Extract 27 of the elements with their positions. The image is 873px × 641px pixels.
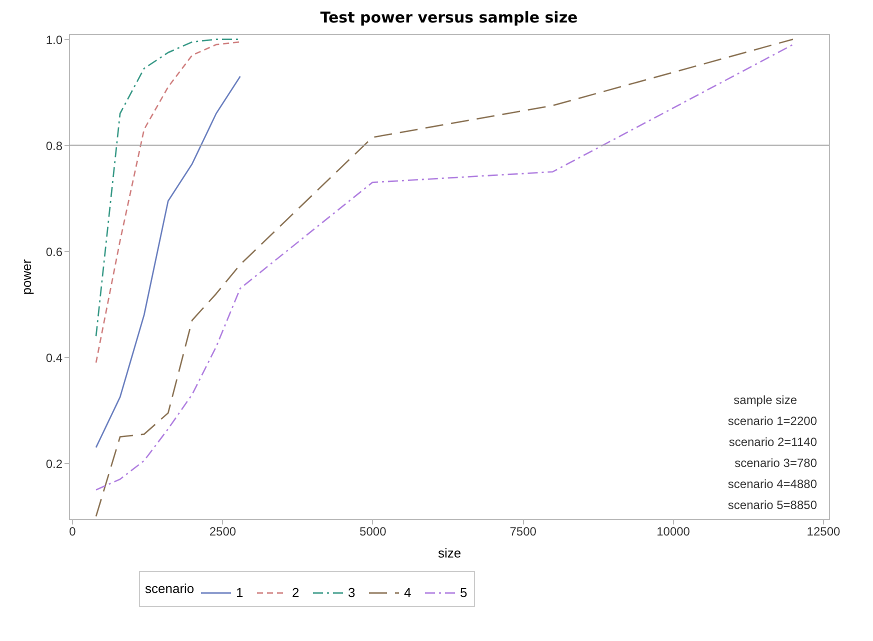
legend-title: scenario: [145, 581, 194, 596]
annotation: scenario 5=8850: [728, 498, 818, 512]
y-tick-label: 0.6: [46, 244, 63, 259]
legend-label: 1: [236, 585, 244, 600]
legend-label: 5: [460, 585, 468, 600]
y-axis-title: power: [18, 258, 34, 295]
annotation: sample size: [734, 393, 798, 407]
x-tick-label: 7500: [510, 524, 537, 538]
x-tick-label: 10000: [656, 524, 690, 538]
y-tick-label: 0.2: [46, 456, 63, 471]
x-tick-label: 12500: [806, 524, 840, 538]
chart-title: Test power versus sample size: [320, 8, 578, 26]
x-tick-label: 2500: [209, 524, 236, 538]
y-tick-label: 1.0: [46, 32, 63, 47]
x-axis-title: size: [438, 546, 462, 560]
line-series: [95, 76, 241, 448]
annotation: scenario 1=2200: [728, 414, 818, 428]
legend-label: 2: [292, 585, 300, 600]
x-tick-label: 0: [69, 524, 76, 538]
x-tick-label: 5000: [360, 524, 387, 538]
annotation: scenario 3=780: [734, 456, 818, 470]
legend-label: 4: [404, 585, 412, 600]
annotation: scenario 2=1140: [728, 435, 818, 449]
legend-label: 3: [348, 585, 356, 600]
y-tick-label: 0.4: [46, 350, 63, 365]
y-tick-label: 0.8: [46, 138, 63, 153]
annotation: scenario 4=4880: [728, 477, 818, 491]
